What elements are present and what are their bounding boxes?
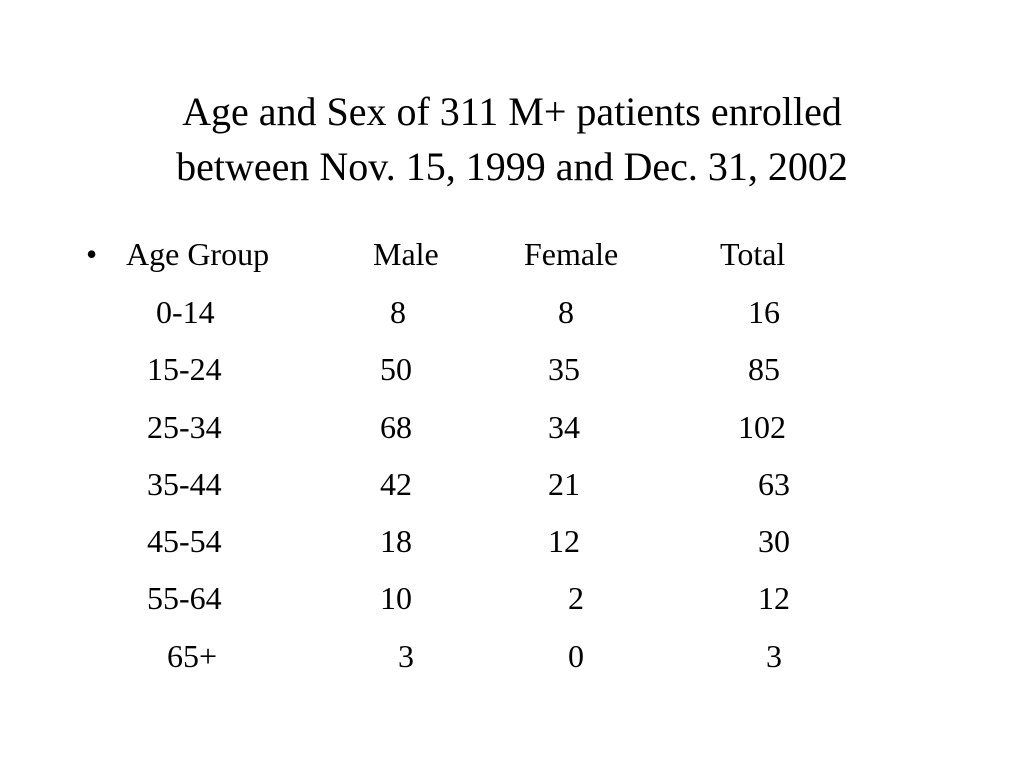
table-cell-total: 30 xyxy=(758,523,790,559)
bullet-glyph: • xyxy=(86,236,98,272)
table-cell-age: 55-64 xyxy=(147,580,222,616)
title-line-2: between Nov. 15, 1999 and Dec. 31, 2002 xyxy=(176,144,848,189)
table-cell-total: 16 xyxy=(748,294,780,330)
table-cell-male: 18 xyxy=(380,523,412,559)
table-cell-male: 3 xyxy=(398,638,414,674)
header-female: Female xyxy=(524,236,619,272)
header-male: Male xyxy=(373,236,439,272)
table-cell-male: 50 xyxy=(380,351,412,387)
table-cell-female: 2 xyxy=(568,580,584,616)
table-cell-female: 21 xyxy=(548,466,580,502)
slide-title: Age and Sex of 311 M+ patients enrolled … xyxy=(60,84,964,194)
table-cell-age: 35-44 xyxy=(147,466,222,502)
table-cell-age: 45-54 xyxy=(147,523,222,559)
header-total: Total xyxy=(720,236,786,272)
table-cell-total: 63 xyxy=(758,466,790,502)
table-cell-total: 102 xyxy=(738,409,786,445)
table-cell-male: 68 xyxy=(380,409,412,445)
table-cell-male: 8 xyxy=(390,294,406,330)
table-cell-total: 12 xyxy=(758,580,790,616)
title-line-1: Age and Sex of 311 M+ patients enrolled xyxy=(182,89,842,134)
table-cell-female: 35 xyxy=(548,351,580,387)
table-cell-age: 0-14 xyxy=(156,294,215,330)
table-cell-age: 25-34 xyxy=(147,409,222,445)
table-cell-female: 8 xyxy=(558,294,574,330)
table-cell-total: 3 xyxy=(766,638,782,674)
table-cell-female: 0 xyxy=(568,638,584,674)
header-age-group: Age Group xyxy=(126,236,270,272)
table-cell-female: 34 xyxy=(548,409,580,445)
table-cell-male: 10 xyxy=(380,580,412,616)
table-cell-female: 12 xyxy=(548,523,580,559)
table-cell-total: 85 xyxy=(748,351,780,387)
table-cell-age: 65+ xyxy=(167,638,218,674)
table-cell-age: 15-24 xyxy=(147,351,222,387)
table-cell-male: 42 xyxy=(380,466,412,502)
